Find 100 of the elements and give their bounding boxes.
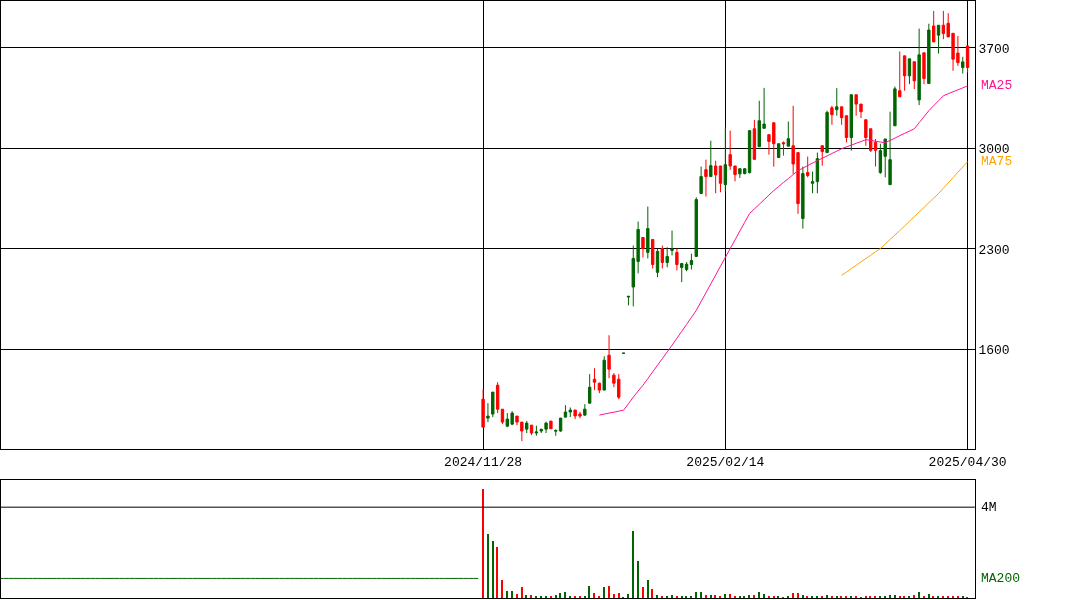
candlestick [718,165,723,193]
bar [496,547,498,598]
y-tick-label: 2300 [978,242,1010,258]
bar [637,561,639,598]
candlestick [699,166,703,195]
y-tick-label: 3700 [978,41,1010,57]
bar [753,595,755,598]
candlestick [961,56,965,75]
bar [516,594,518,598]
candlestick [723,126,728,193]
series-label: MA75 [981,154,1013,169]
bar [492,541,494,598]
candlestick [704,159,708,198]
candlestick [888,111,892,186]
candlestick [529,424,534,436]
candlestick [844,115,849,143]
candlestick [481,388,485,428]
candlestick [607,334,611,379]
candlestick [839,106,844,126]
x-tick-label: 2025/04/30 [928,454,1007,470]
candlestick [486,402,490,423]
bar [913,595,915,598]
bar [482,489,484,598]
candlestick [912,61,916,90]
candlestick [825,110,829,154]
bar [642,587,644,598]
candlestick [583,403,587,417]
candlestick [801,166,805,230]
bar [559,593,561,598]
bar [700,592,702,598]
bar [511,591,513,598]
ref-line-label: 4M [981,500,997,515]
bar [501,580,503,598]
candlestick [830,105,834,126]
candlestick [883,138,887,178]
candlestick [965,45,970,73]
candlestick [500,408,505,425]
candlestick [815,152,820,194]
bar [530,595,532,598]
bar [724,594,726,598]
bar [797,593,799,598]
candlestick [752,119,757,160]
candlestick [835,87,839,117]
candlestick [602,355,606,391]
candlestick [694,196,698,257]
bar [928,594,930,598]
bar [729,594,731,598]
bar [618,593,620,598]
candlestick [849,94,853,152]
candlestick [670,230,674,256]
bar [748,595,750,598]
candlestick [495,381,500,414]
candlestick [941,10,946,40]
candlestick [655,247,660,278]
bar [487,534,489,598]
bar [647,580,649,598]
candlestick [525,420,529,434]
candlestick [931,10,936,43]
bar [802,595,804,598]
bar [695,592,697,598]
candlestick [810,171,815,194]
candlestick [592,367,597,391]
candlestick [680,262,684,283]
candlestick [534,425,539,437]
bar [763,594,765,598]
bar [894,595,896,598]
candlestick [927,23,931,85]
bar [826,595,828,598]
candlestick [747,130,752,175]
bar [758,592,760,598]
candlestick [641,236,645,258]
candlestick [713,160,718,194]
bar [671,595,673,598]
bar [710,595,712,598]
y-tick-label: 3000 [978,142,1010,157]
bar [593,593,595,598]
bar [603,587,605,598]
bar [564,592,566,598]
bar [792,593,794,598]
candlestick [820,145,824,167]
bar [608,586,610,598]
candlestick [597,382,602,394]
candlestick [646,206,650,259]
candlestick [660,245,665,269]
bar [627,594,629,598]
candlestick [786,120,791,147]
candlestick [893,86,897,127]
candlestick [922,52,926,85]
bar [555,595,557,598]
bar [525,595,527,598]
x-tick-label: 2025/02/14 [686,454,765,470]
bar [613,594,615,598]
candlestick [568,406,572,418]
bar [632,531,634,598]
candlestick [917,28,921,106]
candlestick [558,417,563,433]
candlestick [936,24,941,55]
line-series [598,85,969,416]
candlestick [907,58,912,85]
candlestick [549,420,553,430]
